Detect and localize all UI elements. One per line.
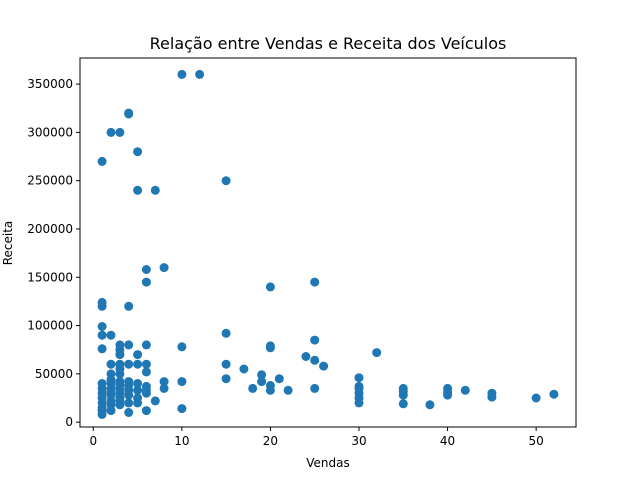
data-point xyxy=(221,328,231,338)
data-point xyxy=(221,176,231,186)
data-point xyxy=(221,359,231,369)
data-point xyxy=(106,369,116,379)
data-point xyxy=(398,399,408,409)
data-point xyxy=(177,377,187,387)
data-point xyxy=(124,108,134,118)
data-point xyxy=(133,393,143,403)
plot-area xyxy=(97,69,559,419)
chart-title: Relação entre Vendas e Receita dos Veícu… xyxy=(150,34,507,53)
data-point xyxy=(124,377,134,387)
data-point xyxy=(257,377,267,387)
data-point xyxy=(133,359,143,369)
x-tick-label: 50 xyxy=(529,434,544,448)
data-point xyxy=(310,335,320,345)
data-point xyxy=(133,385,143,395)
data-point xyxy=(133,147,143,157)
data-point xyxy=(319,361,329,371)
data-point xyxy=(221,374,231,384)
data-point xyxy=(141,277,151,287)
data-point xyxy=(283,385,293,395)
data-point xyxy=(141,406,151,416)
data-point xyxy=(354,373,364,383)
data-point xyxy=(398,383,408,393)
data-point xyxy=(124,301,134,311)
data-point xyxy=(531,393,541,403)
data-point xyxy=(106,127,116,137)
axes-frame xyxy=(79,57,577,428)
data-point xyxy=(159,377,169,387)
data-point xyxy=(115,340,125,350)
data-point xyxy=(460,385,470,395)
data-point xyxy=(177,404,187,414)
data-point xyxy=(115,377,125,387)
data-point xyxy=(248,383,258,393)
data-point xyxy=(425,400,435,410)
data-point xyxy=(97,297,107,307)
data-point xyxy=(97,379,107,388)
data-point xyxy=(239,364,249,374)
data-point xyxy=(133,350,143,360)
data-point xyxy=(141,381,151,391)
data-point xyxy=(97,330,107,340)
data-point xyxy=(115,127,125,137)
y-tick-label: 350000 xyxy=(27,77,73,91)
data-point xyxy=(106,359,116,369)
data-point xyxy=(257,370,267,380)
data-point xyxy=(150,396,160,406)
data-point xyxy=(124,340,134,350)
data-point xyxy=(195,69,205,79)
x-tick-label: 10 xyxy=(174,434,189,448)
data-point xyxy=(301,352,311,361)
data-point xyxy=(310,277,320,287)
data-point xyxy=(141,359,151,369)
data-point xyxy=(354,381,364,391)
y-tick-label: 300000 xyxy=(27,125,73,139)
data-point xyxy=(97,322,107,331)
y-tick-label: 200000 xyxy=(27,222,73,236)
x-tick-label: 20 xyxy=(263,434,278,448)
data-point xyxy=(133,185,143,195)
data-point xyxy=(310,355,320,365)
data-point xyxy=(115,359,125,369)
data-point xyxy=(310,383,320,393)
data-point xyxy=(274,374,284,384)
data-point xyxy=(372,348,382,358)
y-axis-ticks: 0 50000 100000 150000 200000 250000 300000 3500… xyxy=(27,77,80,429)
data-point xyxy=(443,383,453,393)
x-tick-label: 30 xyxy=(351,434,366,448)
data-point xyxy=(141,367,151,377)
data-point xyxy=(97,344,107,354)
data-point xyxy=(549,389,559,399)
data-point xyxy=(124,408,134,417)
data-point xyxy=(97,156,107,166)
data-point xyxy=(124,398,134,408)
data-point xyxy=(265,381,275,390)
y-axis-label: Receita xyxy=(1,221,15,266)
x-tick-label: 40 xyxy=(440,434,455,448)
x-tick-label: 0 xyxy=(89,434,97,448)
x-axis-ticks: 0 10 20 30 40 50 xyxy=(89,427,544,448)
y-tick-label: 100000 xyxy=(27,319,73,333)
data-point xyxy=(159,263,169,273)
data-point xyxy=(124,359,134,369)
data-point xyxy=(265,282,275,292)
data-point xyxy=(150,185,160,195)
data-point xyxy=(141,340,151,350)
y-tick-label: 0 xyxy=(65,415,73,429)
y-tick-label: 250000 xyxy=(27,174,73,188)
x-axis-label: Vendas xyxy=(306,456,350,470)
data-point xyxy=(133,379,143,388)
data-point xyxy=(265,341,275,351)
y-tick-label: 150000 xyxy=(27,270,73,284)
y-tick-label: 50000 xyxy=(35,367,73,381)
data-point xyxy=(141,265,151,274)
data-point xyxy=(159,383,169,393)
data-point xyxy=(177,69,187,79)
data-point xyxy=(106,330,116,340)
data-point xyxy=(487,388,497,398)
data-point xyxy=(177,342,187,352)
